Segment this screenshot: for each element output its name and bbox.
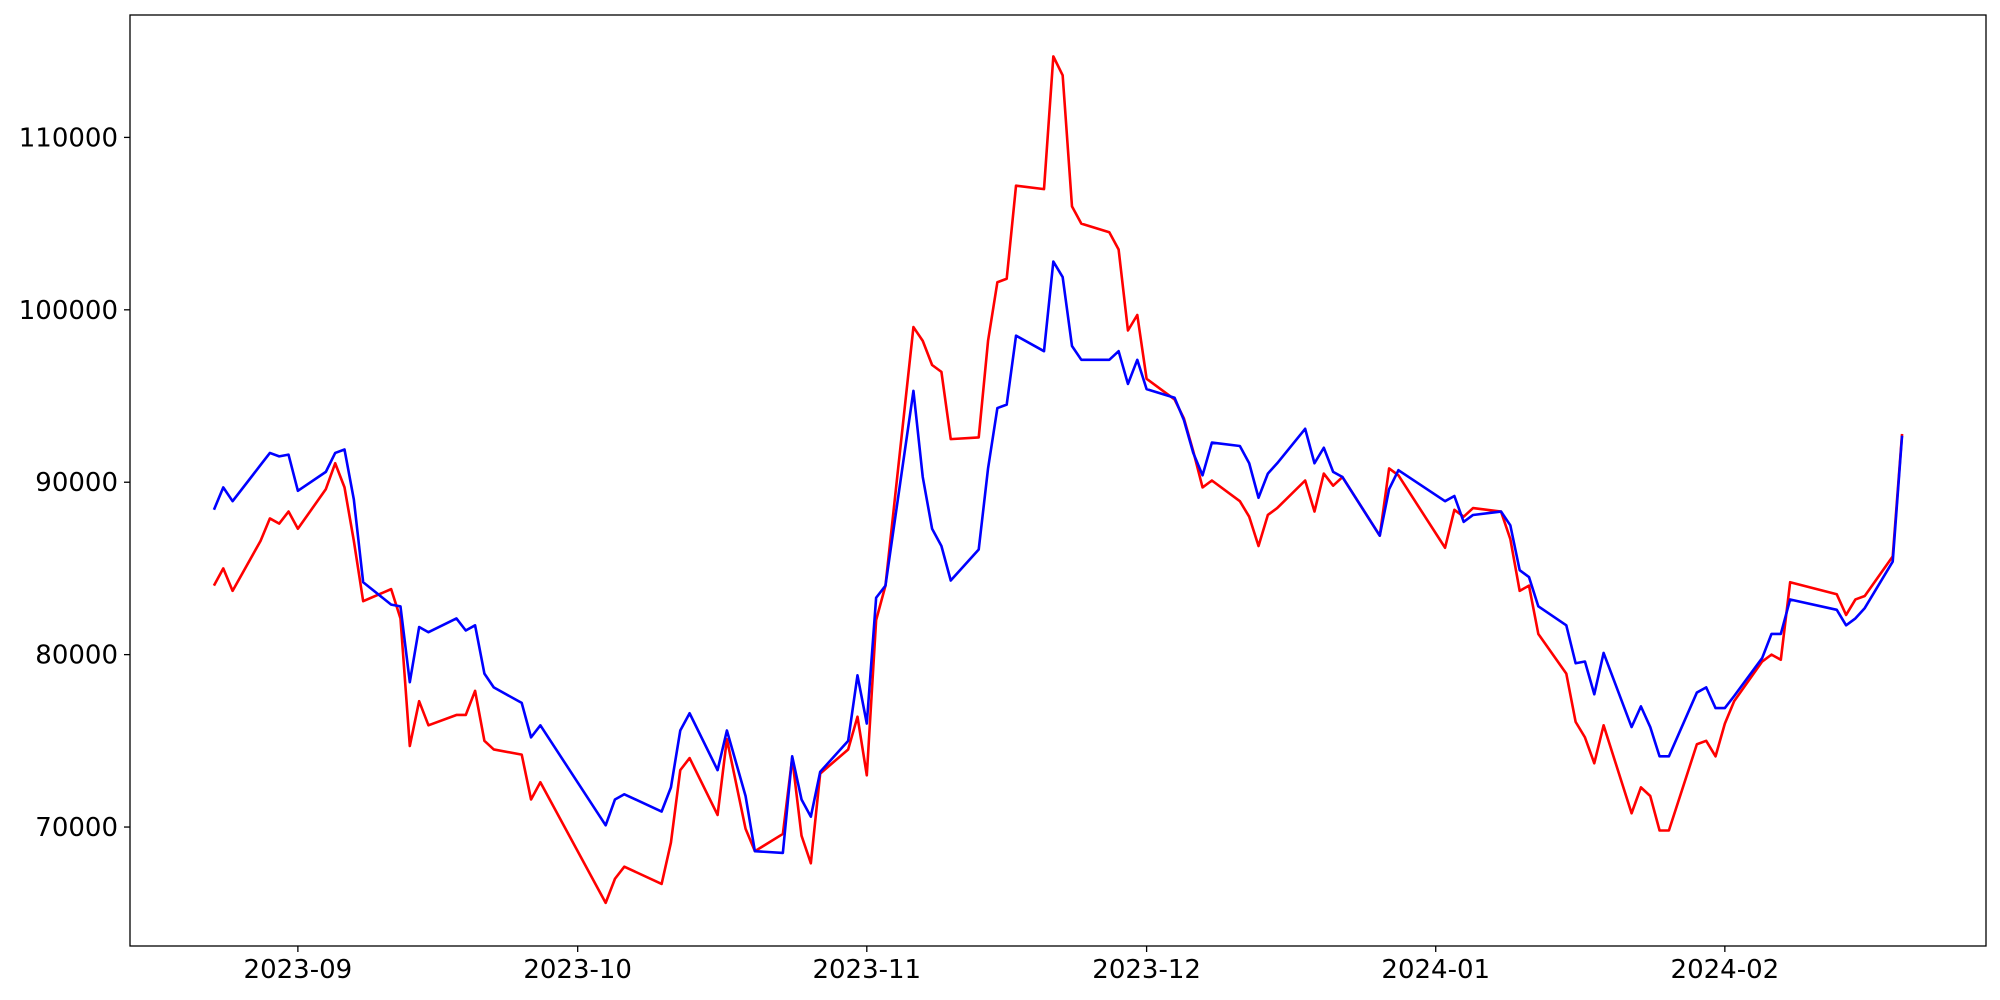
x-tick-label: 2023-12: [1092, 955, 1201, 985]
x-tick-label: 2023-10: [523, 955, 632, 985]
series-line: [212, 55, 1904, 905]
x-tick-label: 2024-01: [1381, 955, 1490, 985]
plot-frame: [129, 14, 1987, 947]
y-tick-label: 110000: [19, 123, 118, 153]
y-tick-label: 70000: [35, 813, 118, 843]
x-tick-label: 2023-09: [244, 955, 353, 985]
y-tick-label: 90000: [35, 468, 118, 498]
x-tick-label: 2023-11: [812, 955, 921, 985]
y-tick-label: 80000: [35, 641, 118, 671]
series-line: [212, 260, 1904, 855]
x-tick-label: 2024-02: [1671, 955, 1780, 985]
y-tick-label: 100000: [19, 296, 118, 326]
